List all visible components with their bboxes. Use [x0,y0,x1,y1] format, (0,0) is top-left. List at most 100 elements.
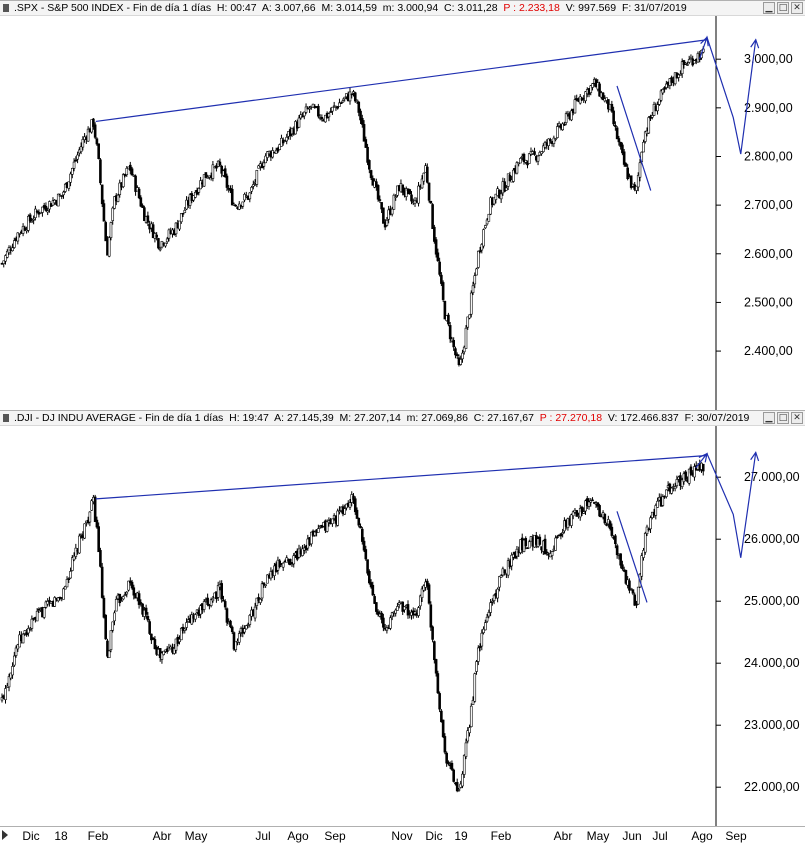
candle-body [366,559,369,574]
x-tick-label: Ago [287,829,309,843]
close-icon[interactable]: ✕ [791,412,803,424]
candle-body [211,598,215,602]
candle-body [628,580,631,591]
candle-body [693,60,696,64]
candle-body [338,510,341,512]
candle-body [687,468,691,484]
candle-body [403,606,406,611]
candle-body [67,578,71,581]
candle-body [536,155,540,162]
candle-body [368,160,371,170]
candle-body [329,111,332,113]
dji-chart[interactable]: 22.000,00 23.000,00 24.000,00 25.000,00 26.0… [0,426,805,826]
candle-body [237,633,241,643]
candle-body [304,106,308,113]
candle-body [608,521,612,529]
candle-body [104,614,107,640]
candle-body [489,197,492,215]
spx-chart[interactable]: 2.400,00 2.500,00 2.600,00 2.700,00 2.800,00… [0,16,805,410]
candle-body [13,655,16,666]
minimize-icon[interactable]: ▁ [763,412,775,424]
candle-body [67,181,71,189]
maximize-icon[interactable]: □ [777,2,789,14]
candle-body [519,158,522,164]
maximize-icon[interactable]: □ [777,412,789,424]
candle-body [74,159,78,162]
candle-body [234,641,238,651]
candle-body [392,194,396,210]
candle-body [589,85,593,93]
candle-body [60,195,64,197]
candle-body [396,606,399,611]
candle-body [137,188,141,199]
candle-body [44,601,48,608]
candle-body [462,346,466,353]
candle-body [450,762,454,770]
arrowhead-icon [698,452,708,463]
candle-body [448,325,452,340]
x-tick-label: Sep [725,829,747,843]
y-tick-label: 2.400,00 [744,344,793,358]
candle-body [561,123,564,131]
candle-body [116,194,120,202]
candle-body [150,633,153,641]
candle-body [102,597,106,618]
candle-body [353,92,357,102]
candle-body [30,220,34,223]
candle-body [462,755,466,775]
candle-body [35,210,39,213]
candle-body [53,597,57,607]
trendline [695,452,757,558]
candle-body [434,239,438,255]
candle-body [573,99,577,114]
x-tick-label: Jul [652,829,668,843]
spx-m-high: M: 3.014,59 [321,2,377,14]
candle-body [97,526,100,553]
candle-body [153,639,157,650]
x-tick-label: Dic [425,829,443,843]
candle-body [440,710,443,723]
axis-scroll-icon[interactable] [2,830,8,840]
y-tick-label: 2.500,00 [744,295,793,309]
candle-body [647,528,651,531]
candle-body [179,628,183,641]
candle-body [79,146,83,153]
candle-body [382,617,385,628]
dji-f: F: 30/07/2019 [684,412,750,424]
candle-body [631,589,635,594]
candle-body [404,188,408,197]
minimize-icon[interactable]: ▁ [763,2,775,14]
candle-body [512,169,515,182]
candle-body [687,59,691,63]
candle-body [457,789,461,791]
candle-body [232,632,236,650]
candle-body [25,632,28,636]
dji-v: V: 172.466.837 [607,412,679,424]
candle-body [88,511,92,523]
candle-body [278,144,281,150]
candle-body [556,126,559,138]
candle-body [229,620,232,628]
close-icon[interactable]: ✕ [791,2,803,14]
candle-body [596,502,600,507]
dji-p: P : 27.270,18 [539,412,603,424]
candle-body [7,676,11,688]
spx-f: F: 31/07/2019 [621,2,687,14]
candle-body [578,508,582,518]
candle-body [148,621,151,634]
candle-body [78,535,81,554]
candle-body [440,274,443,284]
candle-body [90,500,93,511]
candle-body [480,632,484,647]
candle-body [343,96,347,100]
candle-body [466,730,470,742]
candle-body [206,177,209,179]
candle-body [274,149,278,154]
candle-body [661,89,665,94]
candle-body [130,168,134,176]
candle-body [225,175,229,188]
candle-body [74,547,78,557]
candle-body [499,575,503,578]
candle-body [223,601,227,608]
candle-body [575,510,579,517]
